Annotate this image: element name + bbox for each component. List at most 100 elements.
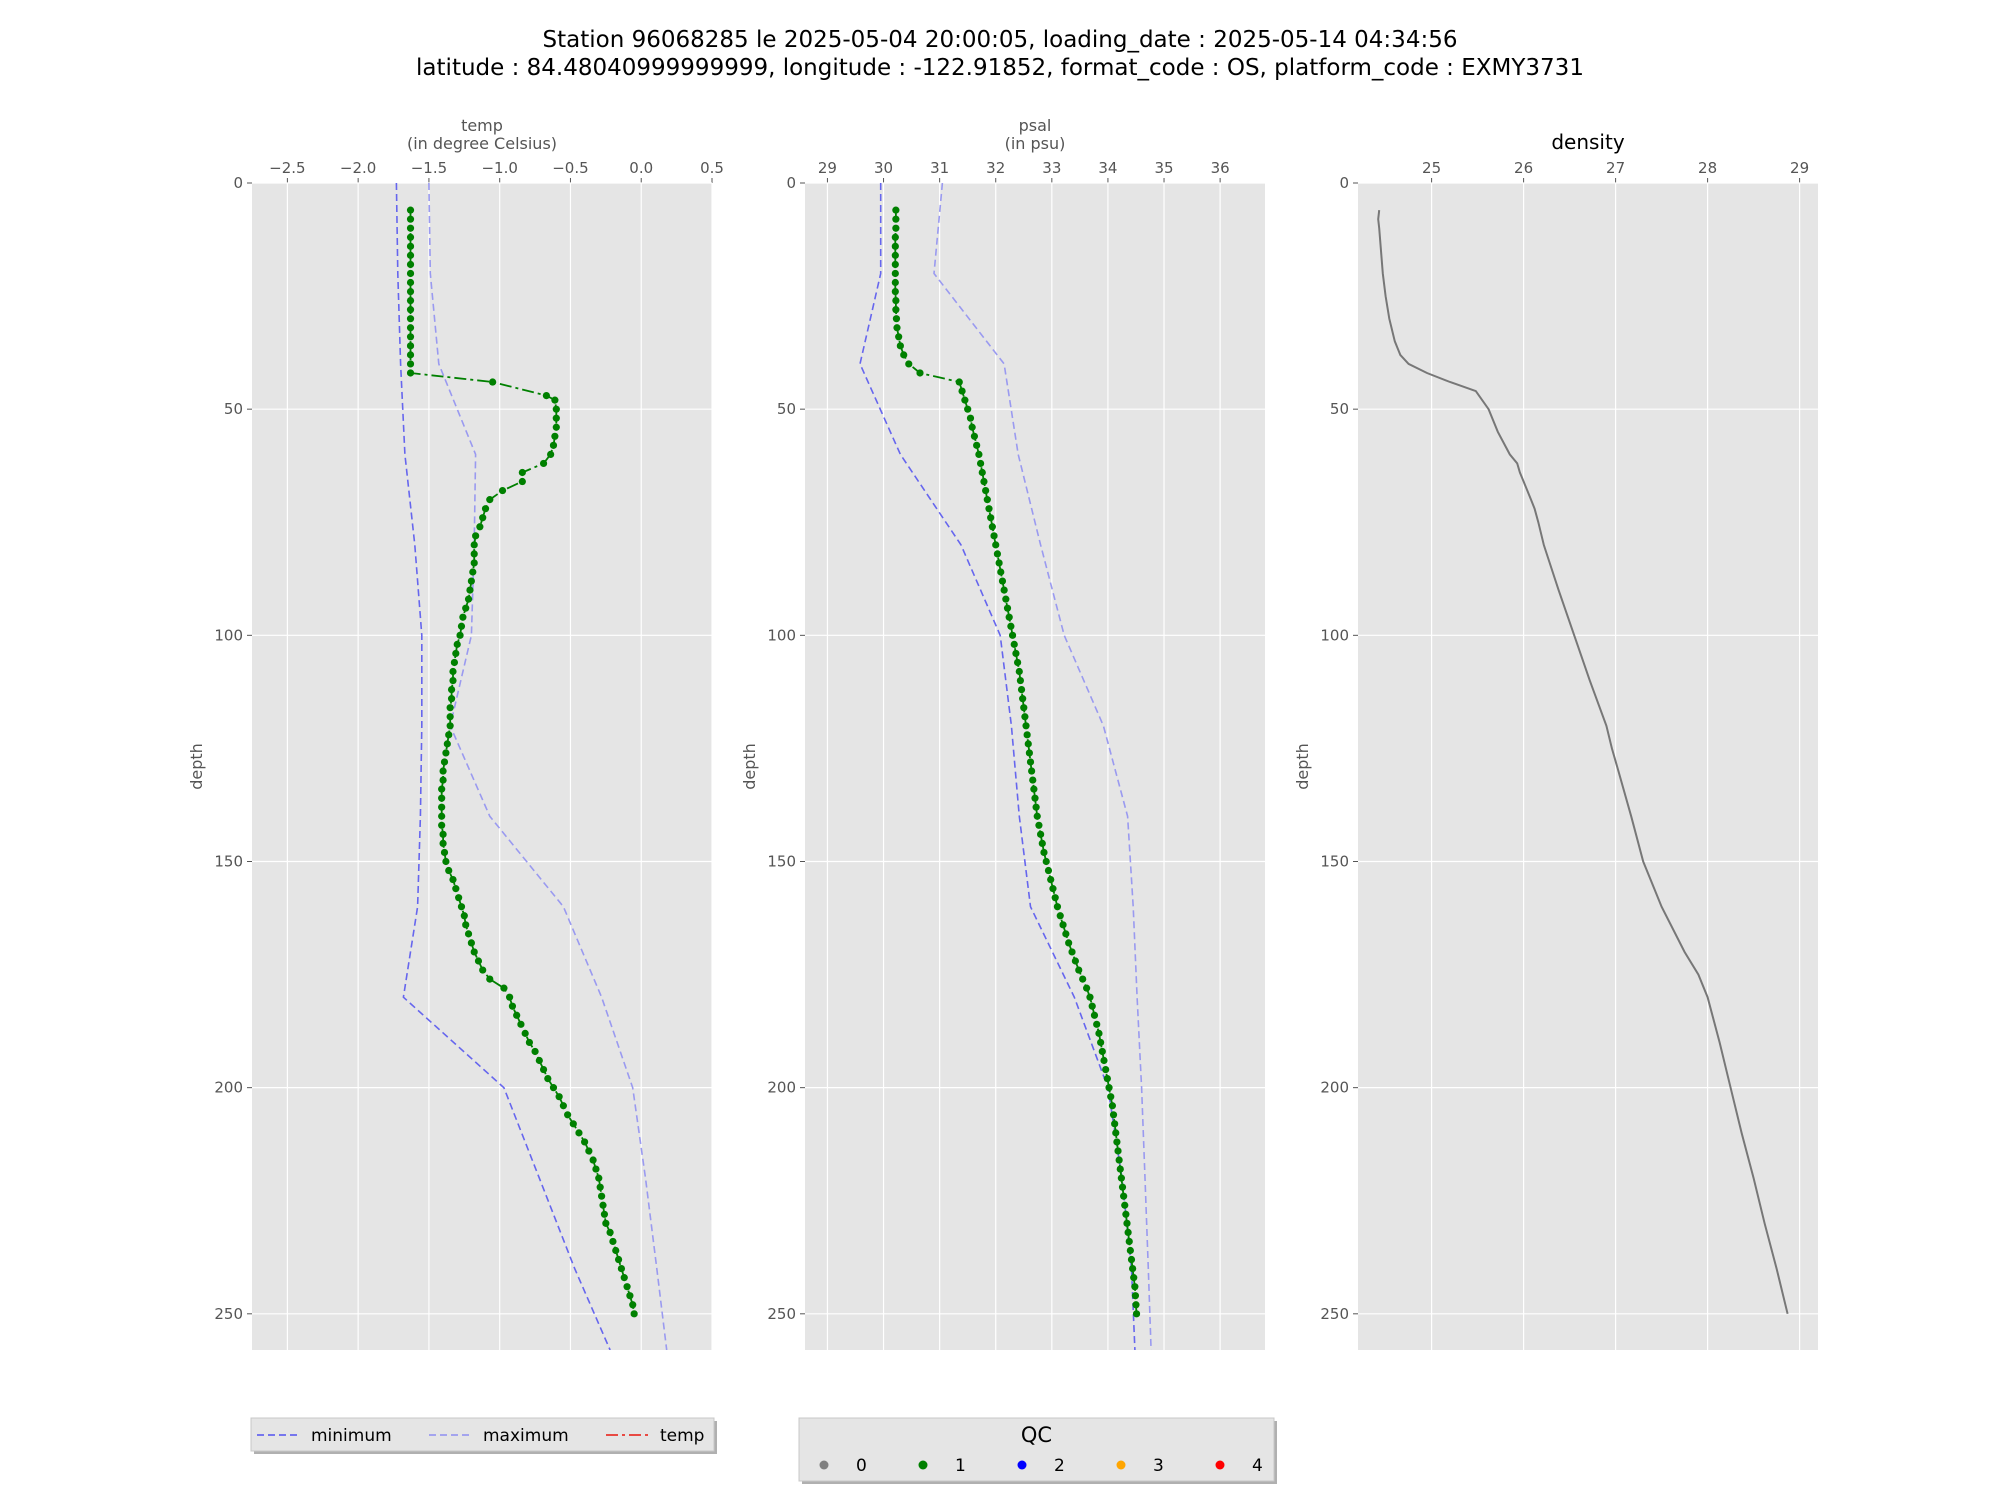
psal-profile-point [1115,1156,1123,1164]
psal-profile-point [1010,640,1018,648]
psal-profile-point [893,324,901,332]
psal-profile-point [1098,1047,1106,1056]
temp-profile-point [547,450,555,458]
temp-profile-point [453,640,461,648]
temp-profile-point [438,794,446,802]
temp-profile-point [555,1093,563,1101]
psal-profile-point [1031,794,1039,802]
temp-profile-point [406,206,415,214]
psal-profile-point [1007,622,1015,630]
density-x-tick-label: 28 [1698,159,1717,177]
temp-profile-point [551,396,559,404]
temp-profile-point [459,613,467,621]
temp-profile-point [406,287,415,296]
psal-profile-point [1116,1165,1124,1173]
psal-profile-point [891,260,899,269]
density-y-tick-label: 0 [1339,174,1349,192]
temp-profile-point [581,1138,589,1146]
temp-profile-point [614,1255,623,1264]
psal-profile-point [1032,803,1040,811]
temp-y-tick-label: 150 [214,852,243,870]
psal-profile-point [1122,1210,1130,1218]
temp-profile-point [575,1129,583,1137]
psal-y-tick-label: 0 [786,174,796,192]
temp-profile-point [455,894,463,902]
psal-profile-point [1017,686,1026,694]
psal-profile-point [1044,866,1053,875]
qc-legend-label-4: 4 [1252,1456,1263,1476]
temp-profile-point [439,776,447,784]
density-y-tick-label: 50 [1330,400,1349,418]
temp-profile-point [460,912,468,920]
temp-profile-point [508,1002,517,1010]
temp-profile-point [498,486,507,495]
temp-profile-point [521,1029,529,1037]
psal-profile-point [1079,975,1087,983]
temp-profile-point [600,1210,609,1218]
temp-profile-point [449,875,457,884]
temp-profile-point [535,1056,543,1065]
temp-profile-point [474,957,483,965]
temp-profile-point [467,577,475,585]
temp-profile-point [612,1246,620,1255]
temp-minimum-line [395,183,611,1350]
temp-profile-point [406,369,415,377]
temp-profile-point [469,568,477,576]
temp-profile-point [595,1174,603,1182]
psal-profile-point [1095,1029,1103,1037]
psal-x-tick-label: 32 [986,159,1005,177]
temp-profile-point [513,1011,521,1019]
temp-profile-point [452,885,460,893]
psal-profile-point [1056,912,1064,920]
temp-profile-point [559,1102,567,1110]
qc-legend-label-3: 3 [1153,1456,1164,1476]
temp-profile-point [457,622,466,630]
density-y-axis-label: depth [1293,743,1312,790]
temp-profile-point [447,686,456,694]
temp-profile-point [447,695,456,703]
temp-profile-point [470,550,478,558]
density-y-tick-label: 100 [1320,626,1349,644]
psal-profile-point [1120,1192,1128,1200]
temp-profile-point [617,1264,626,1273]
qc-legend-marker-3 [1116,1460,1126,1470]
psal-profile-point [892,224,900,232]
psal-profile-point [966,414,975,422]
temp-profile-point [629,1301,637,1309]
qc-legend-label-0: 0 [856,1456,867,1476]
psal-profile-point [1068,948,1076,956]
psal-profile-point [1132,1301,1140,1309]
legend-label-maximum: maximum [483,1426,569,1446]
psal-profile-point [1038,839,1046,847]
temp-profile-point [406,233,415,241]
temp-profile-point [539,1065,548,1074]
psal-profile-point [985,505,993,513]
psal-profile-point [891,233,899,241]
density-y-tick-label: 200 [1320,1079,1349,1097]
temp-profile-point [552,423,560,431]
psal-profile-point [892,297,900,305]
psal-profile-point [1124,1228,1132,1236]
psal-x-axis-label: psal [1019,116,1052,135]
temp-profile-point [518,477,526,486]
temp-profile-point [620,1274,628,1282]
temp-profile-point [464,595,473,603]
temp-profile-point [569,1120,577,1128]
psal-profile-point [1047,875,1055,884]
temp-profile-point [406,215,415,223]
temp-profile-point [551,432,559,440]
psal-profile-point [970,432,979,440]
psal-profile-point [1040,848,1048,857]
psal-profile-point [891,242,899,250]
temp-panel: −2.5 −2.0 −1.5 −1.0 −0.5 0.0 0.5 0 50 100 150 200 25… [187,116,724,1350]
psal-profile-point [992,541,1000,549]
temp-profile-point [442,857,450,866]
temp-profile-point [506,993,514,1001]
psal-profile-point [1117,1174,1125,1182]
temp-profile-point [479,966,487,974]
density-x-tick-label: 27 [1606,159,1625,177]
temp-profile-point [457,903,466,911]
psal-profile-point [1016,676,1025,685]
psal-profile-point [978,468,986,477]
temp-profile-point [517,1020,525,1028]
